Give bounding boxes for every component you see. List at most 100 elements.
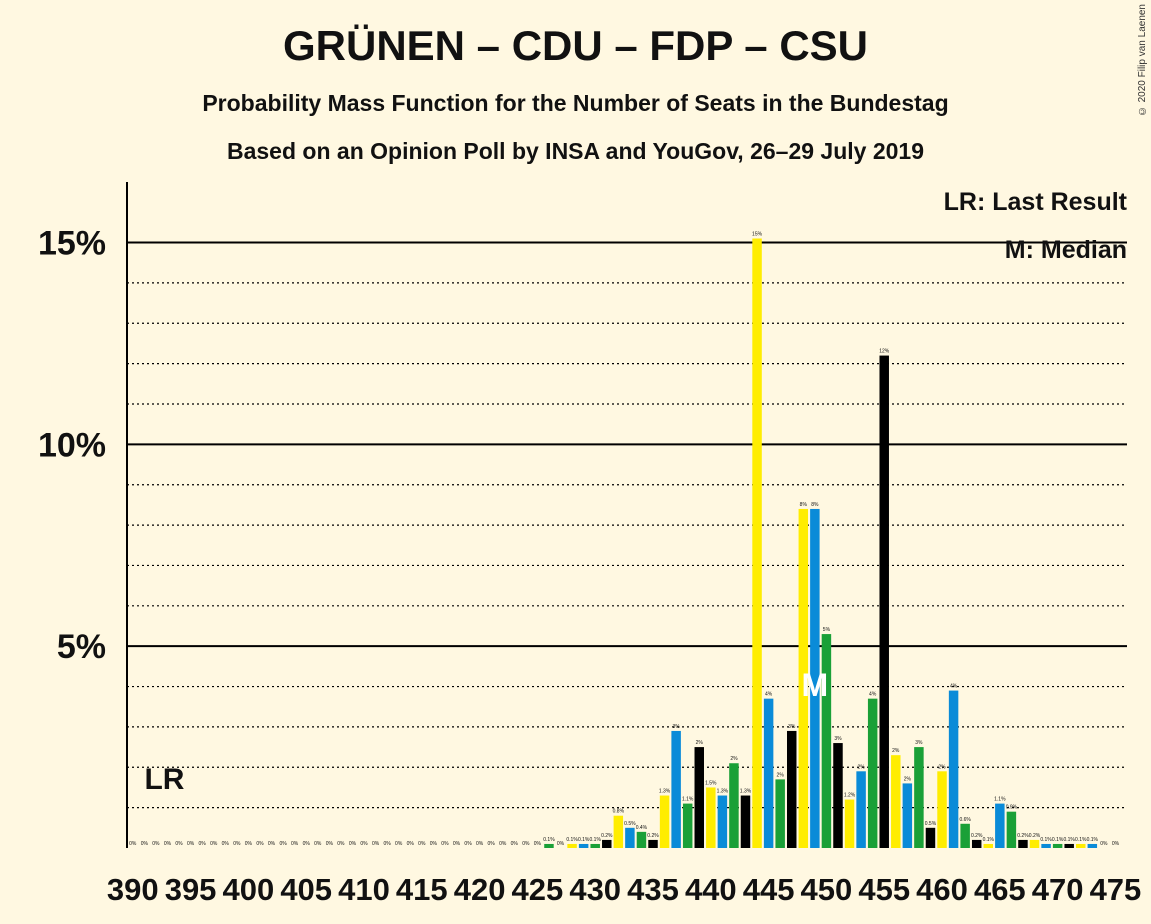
bar-value-label: 0% — [360, 841, 368, 847]
bar-value-label: 0% — [199, 841, 207, 847]
x-tick-label: 435 — [627, 872, 679, 907]
bar-value-label: 0% — [129, 841, 137, 847]
bar-seat-464 — [983, 843, 994, 848]
x-tick-label: 440 — [685, 872, 737, 907]
bar-seat-468 — [1029, 839, 1040, 848]
bar-value-label: 2% — [892, 748, 900, 754]
bar-seat-463 — [971, 839, 982, 848]
bar-value-label: 3% — [915, 740, 923, 746]
bar-seat-451 — [833, 743, 843, 848]
bar-value-label: 0% — [314, 841, 322, 847]
bar-seat-447 — [787, 730, 797, 848]
bar-value-label: 0% — [210, 841, 218, 847]
bar-seat-435 — [648, 839, 658, 848]
bar-seat-429 — [578, 843, 589, 848]
bar-value-label: 0.1% — [983, 837, 995, 843]
bar-value-label: 0.9% — [1006, 805, 1018, 811]
bar-seat-456 — [891, 755, 901, 848]
bar-seat-461 — [948, 690, 959, 848]
bar-value-label: 2% — [696, 740, 704, 746]
x-tick-label: 405 — [280, 872, 332, 907]
bar-value-label: 0% — [464, 841, 472, 847]
x-tick-label: 410 — [338, 872, 390, 907]
x-tick-label: 430 — [569, 872, 621, 907]
bar-value-label: 0.1% — [1087, 837, 1099, 843]
bar-seat-454 — [867, 698, 878, 848]
bar-value-label: 0% — [222, 841, 230, 847]
bar-value-label: 0.5% — [624, 821, 636, 827]
bar-value-label: 0% — [291, 841, 299, 847]
bar-value-label: 0% — [326, 841, 334, 847]
bar-seat-430 — [590, 843, 600, 848]
bar-value-label: 1.2% — [844, 793, 856, 799]
bar-value-label: 0% — [418, 841, 426, 847]
x-tick-label: 390 — [107, 872, 159, 907]
bar-seat-446 — [775, 779, 785, 848]
median-marker: M — [802, 667, 829, 703]
legend-last-result: LR: Last Result — [944, 188, 1128, 216]
bar-value-label: 15% — [752, 232, 763, 238]
bar-value-label: 0% — [152, 841, 160, 847]
bar-value-label: 2% — [777, 772, 785, 778]
x-tick-label: 395 — [165, 872, 217, 907]
bar-value-label: 0.2% — [1029, 833, 1041, 839]
bar-value-label: 0% — [395, 841, 403, 847]
bar-value-label: 0% — [476, 841, 484, 847]
bar-seat-432 — [613, 815, 624, 848]
bar-value-label: 0% — [407, 841, 415, 847]
bar-value-label: 0% — [383, 841, 391, 847]
bar-seat-466 — [1006, 811, 1017, 848]
bar-value-label: 1.1% — [682, 797, 694, 803]
bar-seat-471 — [1064, 843, 1074, 848]
bar-value-label: 0% — [522, 841, 530, 847]
bar-seat-470 — [1052, 843, 1063, 848]
bar-value-label: 0.1% — [543, 837, 555, 843]
bar-value-label: 0.1% — [1075, 837, 1087, 843]
bar-value-label: 0% — [141, 841, 149, 847]
bar-value-label: 1.5% — [705, 780, 717, 786]
bar-value-label: 8% — [800, 502, 808, 508]
bar-value-label: 0.1% — [1040, 837, 1052, 843]
chart-subtitle: Probability Mass Function for the Number… — [202, 90, 949, 116]
bar-seat-442 — [729, 763, 739, 848]
bar-seat-443 — [740, 795, 751, 848]
bar-value-label: 0% — [349, 841, 357, 847]
bar-seat-438 — [682, 803, 693, 848]
bar-value-label: 0.2% — [601, 833, 613, 839]
bar-seat-440 — [706, 787, 716, 848]
chart-title: GRÜNEN – CDU – FDP – CSU — [282, 22, 868, 69]
bar-seat-462 — [960, 823, 970, 848]
y-tick-label: 10% — [38, 426, 106, 464]
bar-seat-467 — [1018, 839, 1028, 848]
y-tick-label: 5% — [57, 628, 106, 666]
bar-value-label: 0.2% — [971, 833, 983, 839]
bar-value-label: 0.6% — [959, 817, 971, 823]
bar-seat-426 — [544, 843, 554, 848]
bar-seat-441 — [717, 795, 728, 848]
bar-value-label: 0% — [303, 841, 311, 847]
bar-seat-445 — [763, 698, 774, 848]
x-tick-label: 465 — [974, 872, 1026, 907]
x-tick-label: 400 — [223, 872, 275, 907]
bar-value-label: 3% — [788, 724, 796, 730]
bar-seat-469 — [1041, 843, 1051, 848]
bar-value-label: 1.3% — [740, 789, 752, 795]
bar-value-label: 0.2% — [647, 833, 659, 839]
bar-value-label: 0.2% — [1017, 833, 1029, 839]
x-tick-label: 445 — [743, 872, 795, 907]
bar-value-label: 2% — [857, 764, 865, 770]
bar-seat-460 — [937, 771, 947, 848]
legend-median: M: Median — [1005, 236, 1127, 264]
bar-seat-450 — [821, 634, 832, 848]
bar-value-label: 0.1% — [1063, 837, 1075, 843]
bar-seat-444 — [752, 238, 762, 848]
bar-value-label: 0% — [453, 841, 461, 847]
bar-value-label: 3% — [673, 724, 681, 730]
bar-value-label: 0% — [441, 841, 449, 847]
x-tick-label: 475 — [1090, 872, 1142, 907]
bar-seat-437 — [671, 730, 681, 848]
bar-value-label: 0.4% — [636, 825, 648, 831]
bar-value-label: 0% — [511, 841, 519, 847]
bar-seat-428 — [567, 843, 577, 848]
bar-value-label: 0% — [430, 841, 438, 847]
